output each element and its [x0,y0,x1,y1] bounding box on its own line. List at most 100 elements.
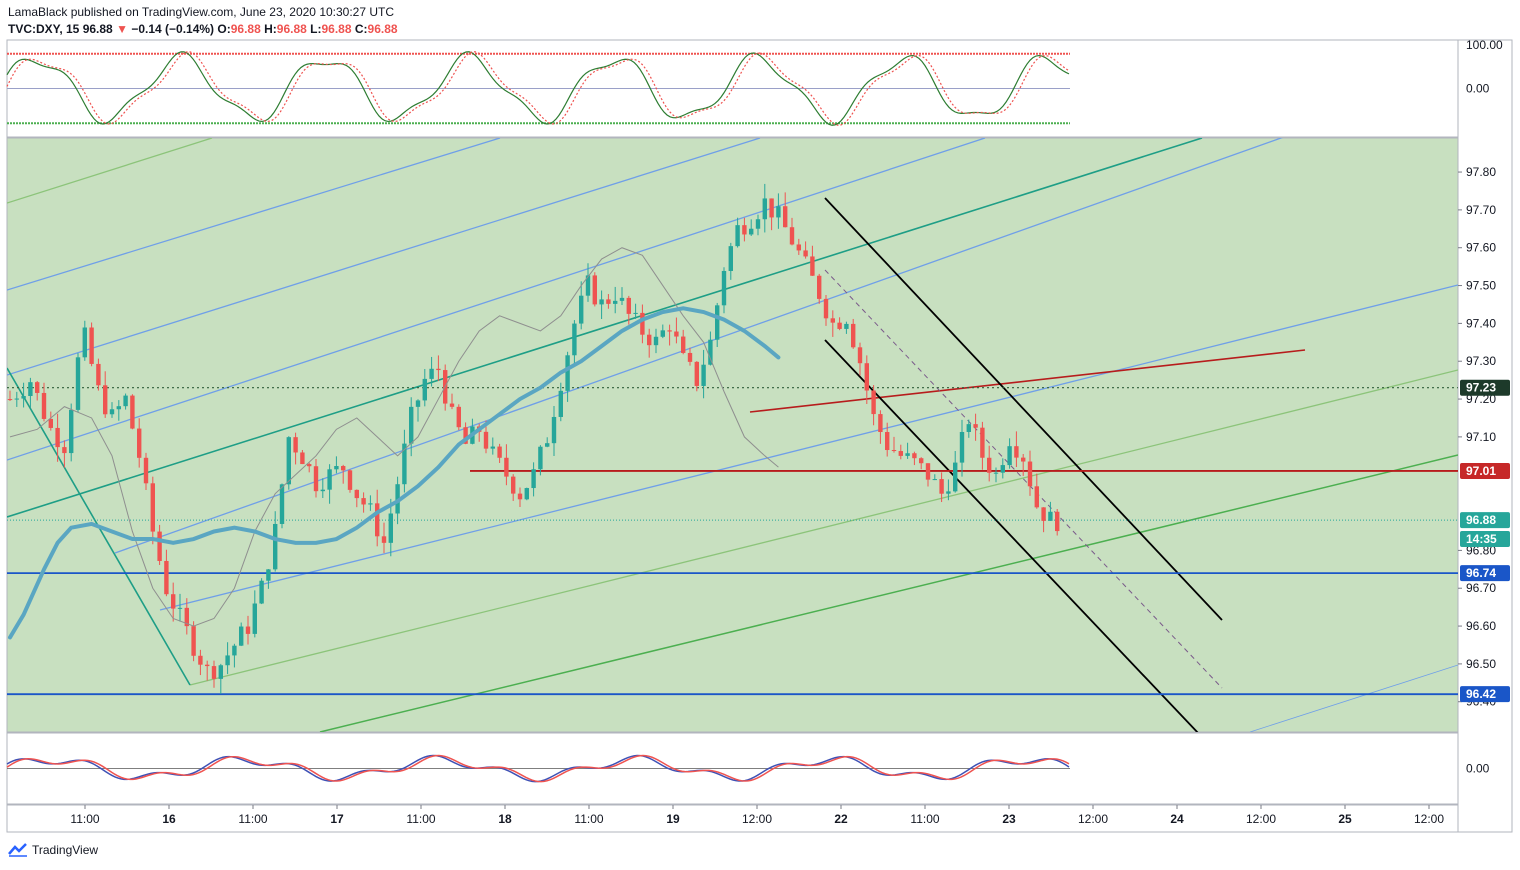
candle-body [715,305,720,340]
moving-average-fast[interactable] [9,247,779,627]
candle-body [1007,446,1012,466]
candle-body [164,560,169,595]
candle-body [82,327,87,358]
candle-body [177,607,183,609]
candle-body [844,323,849,329]
stoch-d-line[interactable] [6,51,1070,126]
candle-body [62,447,67,454]
candle-body [953,462,958,492]
candle-body [885,432,890,451]
open-value: 96.88 [230,22,261,36]
brand-label: TradingView [32,843,99,857]
channel-upper-line[interactable] [824,197,1223,621]
candle-body [721,270,727,306]
candle-body [279,484,285,524]
candle-body [898,451,903,456]
candlestick-series [7,183,1060,694]
candle-body [592,275,597,305]
price-label-badge [1460,512,1510,529]
candle-body [857,347,863,364]
price-tick-label: 97.50 [1466,279,1496,293]
candle-body [490,446,495,449]
candle-body [708,339,713,365]
price-tick-label: 97.40 [1466,316,1496,330]
drawing-tools [7,75,1458,735]
candle-body [817,275,822,299]
candle-body [701,364,706,386]
time-tick-label: 11:00 [406,812,435,826]
candle-body [55,427,60,448]
time-axis[interactable] [6,804,1459,833]
candle-body [769,198,774,218]
fork-line-light-1[interactable] [7,138,213,204]
fork-line-blue-1[interactable] [7,138,501,291]
candle-body [239,626,244,646]
candle-body [1034,486,1039,508]
candle-body [647,334,652,346]
candle-body [388,513,393,543]
candle-body [449,403,455,407]
price-label-resistance: 97.01 [1466,464,1496,478]
candle-body [551,416,557,444]
rising-resistance-line[interactable] [749,349,1306,413]
candle-body [823,298,829,319]
candle-body [1048,511,1053,521]
candle-body [232,645,237,656]
time-tick-label: 11:00 [910,812,939,826]
fork-line-blue-2[interactable] [7,138,761,376]
candle-body [946,491,951,494]
candle-body [150,483,155,532]
price-tick-label: 97.80 [1466,165,1496,179]
candle-body [191,626,196,656]
time-tick-label: 16 [162,812,176,826]
candle-body [640,312,645,335]
candle-body [273,523,278,570]
candle-body [300,452,305,465]
candle-body [69,409,74,454]
candle-body [361,498,366,505]
candle-body [959,431,965,463]
moving-average-slow[interactable] [8,306,781,640]
fork-median-line[interactable] [7,138,1203,518]
symbol-label[interactable]: TVC:DXY, 15 [8,22,80,36]
candle-body [919,458,924,464]
channel-lower-line[interactable] [824,339,1200,735]
candle-body [293,437,298,453]
candle-body [660,330,665,337]
candle-body [205,664,210,667]
candle-body [558,390,563,417]
stoch-k-line[interactable] [6,51,1070,126]
candle-body [878,414,883,433]
fork-line-blue-3[interactable] [7,138,986,461]
candle-body [137,428,142,458]
bottom-oscillator-series [6,754,1070,783]
candle-body [422,378,427,401]
signal-line[interactable] [6,754,1070,783]
fork-line-blue-4[interactable] [114,75,1458,554]
main-price-pane[interactable] [6,137,1459,733]
candle-body [837,322,842,329]
candle-body [429,368,434,379]
candle-body [307,464,312,467]
candle-body [749,228,754,235]
candle-body [354,489,359,499]
candle-body [96,363,101,386]
fork-line-green[interactable] [319,454,1458,732]
candle-body [626,297,631,314]
publisher-text: LamaBlack published on TradingView.com, … [8,5,395,19]
top-oscillator-series [6,51,1070,126]
fork-line-light-2[interactable] [189,369,1458,686]
candle-body [871,390,876,415]
candle-body [830,318,835,323]
channel-mid-line[interactable] [824,269,1223,689]
candle-body [28,382,33,397]
price-tick-label: 96.50 [1466,657,1496,671]
fork-line-blue-5[interactable] [159,284,1458,611]
candle-body [993,472,999,474]
candle-body [1055,511,1060,532]
osc-bottom-tick-label: 0.00 [1466,762,1490,776]
candle-body [245,626,251,634]
time-tick-label: 12:00 [1414,812,1444,826]
fork-line-blue-6[interactable] [1249,664,1458,732]
